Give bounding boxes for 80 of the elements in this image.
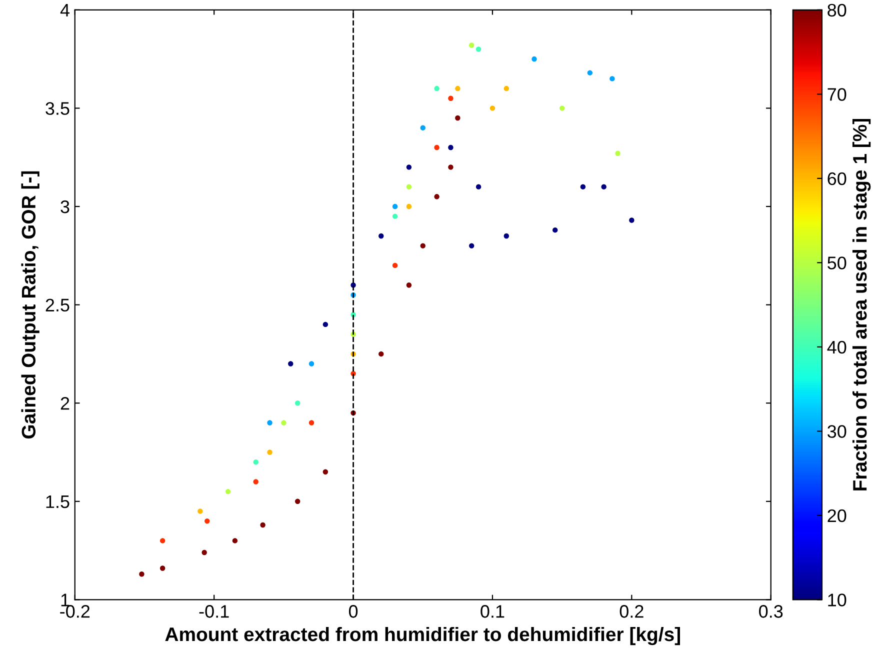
point: [392, 214, 398, 219]
point: [559, 106, 565, 111]
x-tick-label: 0.1: [480, 605, 504, 618]
point: [322, 322, 328, 328]
point: [232, 538, 238, 544]
point: [455, 86, 460, 92]
point: [202, 550, 207, 556]
point: [448, 96, 454, 101]
point: [469, 42, 474, 48]
point: [532, 56, 537, 62]
point: [434, 86, 440, 92]
point: [308, 361, 314, 366]
point: [601, 184, 606, 190]
point: [580, 184, 586, 190]
x-tick-label: 0.2: [620, 605, 644, 618]
color-bar-label: 20: [828, 509, 846, 522]
point: [260, 522, 266, 528]
point: [160, 538, 166, 544]
point: [406, 184, 412, 190]
point: [288, 361, 294, 366]
color-bar-title: Fraction of total area used in stage 1 [%]: [852, 118, 871, 490]
point: [406, 164, 412, 170]
point: [476, 184, 482, 190]
point: [504, 233, 509, 239]
x-tick-label: -0.2: [60, 605, 90, 618]
point: [253, 479, 258, 484]
point: [406, 282, 412, 288]
point: [295, 498, 300, 504]
point: [378, 233, 384, 239]
point: [629, 218, 634, 223]
point: [267, 420, 272, 426]
y-tick-label: 2.5: [46, 298, 70, 312]
point: [322, 469, 328, 474]
point: [308, 420, 314, 426]
color-bar-label: 10: [828, 594, 846, 606]
point: [615, 150, 620, 156]
point: [253, 459, 258, 465]
color-bar-label: 70: [828, 88, 846, 101]
point: [610, 76, 615, 82]
point: [406, 204, 412, 210]
point: [160, 566, 166, 571]
point: [281, 420, 286, 426]
point: [469, 243, 474, 248]
y-tick-label: 1: [61, 594, 70, 606]
y-tick-label: 3: [60, 200, 70, 214]
point: [392, 262, 398, 268]
point: [420, 243, 426, 248]
color-bar-label: 50: [828, 256, 846, 270]
point: [420, 125, 426, 130]
point: [434, 144, 440, 150]
x-tick-label: -0.1: [199, 605, 229, 618]
point: [476, 46, 482, 52]
point: [204, 518, 210, 524]
point: [455, 115, 460, 121]
y-tick-label: 2: [60, 397, 70, 410]
point: [198, 508, 203, 514]
point: [392, 204, 398, 210]
point: [225, 488, 231, 494]
point: [139, 572, 144, 577]
x-tick-label: 0.3: [759, 605, 783, 618]
point: [448, 144, 454, 150]
color-bar-label: 60: [828, 172, 846, 186]
point: [448, 164, 454, 170]
point: [587, 70, 593, 76]
y-tick-label: 1.5: [46, 496, 70, 508]
point: [552, 227, 558, 233]
x-tick-label: 0: [348, 605, 358, 618]
x-axis-title: Amount extracted from humidifier to dehumidifier [kg/s]: [165, 626, 680, 646]
y-tick-label: 4: [60, 4, 70, 16]
color-bar-label: 80: [828, 4, 846, 17]
point: [267, 450, 272, 455]
point: [295, 400, 300, 406]
color-bar-label: 40: [827, 340, 846, 354]
point: [378, 351, 384, 357]
point: [434, 194, 440, 200]
y-axis-title: Gained Output Ratio, GOR [-]: [21, 171, 40, 438]
color-bar-label: 30: [828, 425, 846, 438]
y-tick-label: 3.5: [46, 102, 70, 115]
point: [490, 106, 496, 111]
point: [504, 86, 509, 92]
